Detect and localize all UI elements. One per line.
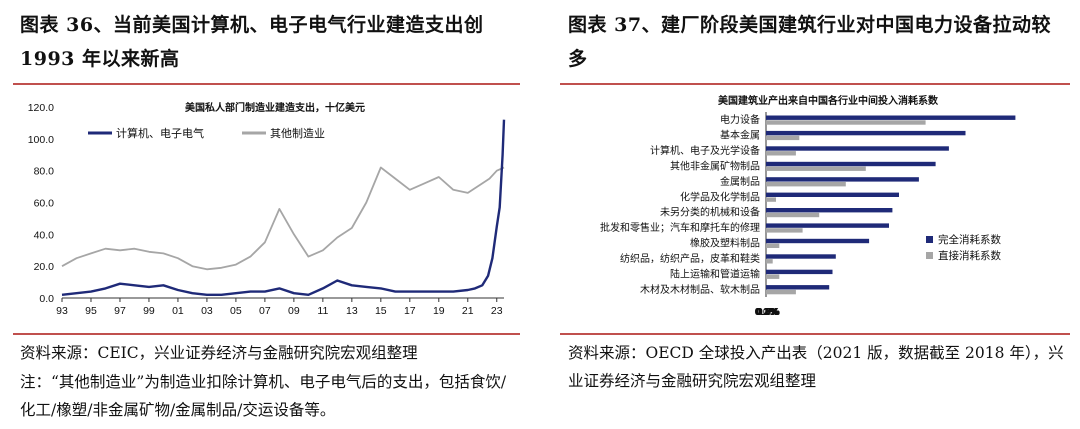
left-bottom-rule <box>13 333 520 335</box>
x-tick-label: 19 <box>433 305 445 317</box>
left-figure-title: 图表 36、当前美国计算机、电子电气行业建造支出创 1993 年以来新高 <box>20 14 484 70</box>
y-tick-label: 0.0 <box>39 293 54 305</box>
y-tick-label: 20.0 <box>34 261 55 273</box>
right-bottom-rule <box>560 333 1070 335</box>
y-tick-label: 120.0 <box>28 102 54 114</box>
line-chart: 0.0 20.0 40.0 60.0 80.0 100.0 120.0 93 95 97 99 01… <box>28 101 506 317</box>
category-label: 计算机、电子及光学设备 <box>650 144 760 157</box>
x-tick-label: 93 <box>56 305 68 317</box>
bar-total-coefficient <box>766 192 899 197</box>
bar-total-coefficient <box>766 254 836 259</box>
left-note-text: 注：“其他制造业”为制造业扣除计算机、电子电气后的支出，包括食饮/化工/橡塑/非… <box>20 373 507 419</box>
bar-direct-coefficient <box>766 151 796 156</box>
x-tick-label: 0.6% <box>757 307 780 318</box>
y-tick-label: 40.0 <box>34 229 55 241</box>
category-label: 金属制品 <box>720 175 760 188</box>
x-tick-label: 15 <box>375 305 387 317</box>
bar-total-coefficient <box>766 238 870 244</box>
bar-direct-coefficient <box>766 243 780 248</box>
bar-total-coefficient <box>766 146 949 151</box>
bar-direct-coefficient <box>766 197 776 202</box>
bar-total-coefficient <box>766 161 936 167</box>
bar-total-coefficient <box>766 115 1016 120</box>
category-label: 未另分类的机械和设备 <box>660 206 760 219</box>
y-tick-label: 100.0 <box>28 134 54 146</box>
x-tick-label: 0.3% <box>756 307 779 318</box>
bar-total-coefficient <box>766 177 919 182</box>
x-tick-label: 13 <box>346 305 358 317</box>
line-series-computer-electronics <box>61 119 506 297</box>
category-label: 其他非金属矿物制品 <box>670 159 760 172</box>
category-label: 木材及木材制品、软木制品 <box>640 283 760 296</box>
bar-chart-title: 美国建筑业产出来自中国各行业中间投入消耗系数 <box>718 94 939 107</box>
bar-total-coefficient <box>766 269 833 275</box>
y-tick-label: 80.0 <box>34 166 55 178</box>
right-figure-title: 图表 37、建厂阶段美国建筑行业对中国电力设备拉动较多 <box>568 14 1052 70</box>
bar-chart: 电力设备基本金属计算机、电子及光学设备其他非金属矿物制品金属制品化学品及化学制品… <box>600 94 1016 318</box>
bar-direct-coefficient <box>766 182 846 187</box>
x-tick-label: 07 <box>259 305 271 317</box>
category-label: 陆上运输和管道运输 <box>670 267 760 280</box>
legend-label-total-coefficient: 完全消耗系数 <box>938 233 1001 246</box>
category-label: 纺织品，纺织产品，皮革和鞋类 <box>620 252 760 265</box>
legend-label-direct-coefficient: 直接消耗系数 <box>938 249 1001 262</box>
bar-total-coefficient <box>766 223 889 228</box>
bar-direct-coefficient <box>766 120 926 125</box>
line-chart-legend: 计算机、电子电气 其他制造业 <box>88 126 325 140</box>
bar-direct-coefficient <box>766 289 796 295</box>
x-tick-label: 03 <box>201 305 213 317</box>
x-tick-label: 0.2% <box>755 307 778 318</box>
x-tick-label: 97 <box>114 305 126 317</box>
category-label: 橡胶及塑料制品 <box>690 237 760 250</box>
bar-total-coefficient <box>766 130 966 136</box>
x-tick-label: 17 <box>404 305 416 317</box>
x-tick-label: 0.8% <box>757 307 780 318</box>
bar-direct-coefficient <box>766 166 866 171</box>
bar-total-coefficient <box>766 208 893 213</box>
category-label: 批发和零售业；汽车和摩托车的修理 <box>600 221 760 234</box>
category-label: 电力设备 <box>720 113 760 126</box>
category-label: 基本金属 <box>720 129 760 142</box>
legend-swatch-total-coefficient <box>926 236 933 243</box>
bar-direct-coefficient <box>766 259 773 264</box>
x-tick-label: 0.4% <box>756 307 779 318</box>
x-tick-label: 05 <box>230 305 242 317</box>
x-tick-label: 01 <box>172 305 184 317</box>
bar-chart-legend: 完全消耗系数 直接消耗系数 <box>926 233 1001 262</box>
x-tick-label: 0.0% <box>755 307 778 318</box>
bar-direct-coefficient <box>766 135 800 141</box>
left-source-text: 资料来源：CEIC，兴业证券经济与金融研究院宏观组整理 <box>20 344 418 362</box>
x-tick-label: 0.5% <box>756 307 779 318</box>
bar-direct-coefficient <box>766 274 780 279</box>
legend-swatch-direct-coefficient <box>926 252 933 259</box>
bar-direct-coefficient <box>766 228 803 233</box>
left-top-rule <box>13 83 520 85</box>
legend-label-computer-electronics: 计算机、电子电气 <box>116 126 204 140</box>
x-tick-label: 0.7% <box>757 307 780 318</box>
legend-label-other-manufacturing: 其他制造业 <box>270 126 325 140</box>
right-source-text: 资料来源：OECD 全球投入产出表（2021 版，数据截至 2018 年），兴业… <box>568 344 1064 390</box>
bar-total-coefficient <box>766 285 830 290</box>
x-tick-label: 23 <box>491 305 503 317</box>
bar-direct-coefficient <box>766 212 820 218</box>
right-top-rule <box>560 83 1070 85</box>
line-chart-title: 美国私人部门制造业建造支出，十亿美元 <box>185 101 365 114</box>
x-tick-label: 21 <box>462 305 474 317</box>
x-tick-label: 09 <box>288 305 300 317</box>
x-tick-label: 99 <box>143 305 155 317</box>
line-series-other-manufacturing <box>61 166 505 271</box>
x-tick-label: 95 <box>85 305 97 317</box>
category-label: 化学品及化学制品 <box>680 190 760 203</box>
y-tick-label: 60.0 <box>34 198 55 210</box>
x-tick-label: 0.1% <box>755 307 778 318</box>
x-tick-label: 11 <box>317 305 328 317</box>
